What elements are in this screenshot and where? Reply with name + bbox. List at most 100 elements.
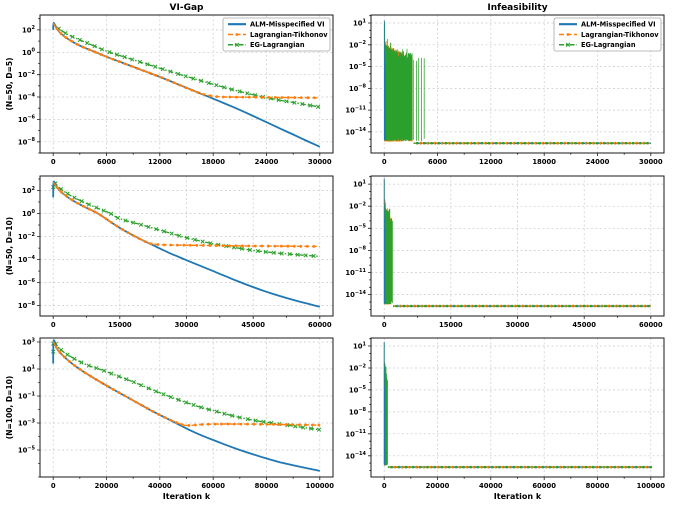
marker-dot bbox=[76, 201, 79, 205]
y-tick-label: 10−5 bbox=[18, 445, 36, 454]
marker-dot bbox=[117, 60, 121, 63]
marker-x bbox=[300, 101, 305, 107]
marker-dot bbox=[87, 207, 91, 211]
subplot-vi-gap-n100-d10: 0 20000 40000 60000 80000 100000 103 101 10−1 10−… bbox=[5, 337, 334, 501]
subplot-vi-gap-n50-d10: 0 15000 30000 45000 6000010210010−210−410−61… bbox=[5, 175, 334, 329]
marker-x bbox=[311, 253, 316, 259]
y-tick-label: 101 bbox=[353, 179, 366, 188]
marker-square bbox=[563, 465, 566, 469]
marker-square bbox=[404, 465, 408, 469]
marker-x bbox=[85, 40, 90, 46]
marker-square bbox=[440, 465, 444, 469]
marker-square bbox=[459, 141, 462, 145]
marker-dot bbox=[221, 95, 225, 99]
marker-x bbox=[92, 44, 97, 49]
marker-square bbox=[639, 141, 642, 145]
x-tick-label: 30000 bbox=[639, 158, 663, 166]
x-tick-label: 60000 bbox=[201, 482, 225, 490]
marker-x bbox=[77, 37, 83, 43]
marker-dot bbox=[305, 244, 309, 248]
marker-dot bbox=[134, 400, 138, 404]
marker-x bbox=[308, 426, 314, 431]
marker-dot bbox=[293, 96, 297, 99]
marker-dot bbox=[202, 93, 206, 96]
marker-x bbox=[138, 222, 144, 227]
marker-square bbox=[437, 141, 440, 145]
marker-square bbox=[512, 465, 516, 469]
marker-square bbox=[568, 304, 571, 308]
marker-x bbox=[122, 54, 127, 60]
marker-dot bbox=[160, 76, 164, 80]
marker-dot bbox=[81, 204, 85, 208]
marker-x bbox=[198, 78, 204, 83]
marker-x bbox=[153, 389, 159, 394]
y-tick-label: 10−14 bbox=[345, 127, 366, 136]
marker-x bbox=[123, 218, 128, 223]
marker-x bbox=[237, 89, 242, 94]
series-alm-misspecified-vi-spiky bbox=[383, 20, 386, 141]
marker-dot bbox=[87, 48, 91, 51]
marker-dot bbox=[194, 423, 197, 427]
marker-dot bbox=[258, 422, 262, 426]
marker-dot bbox=[83, 371, 87, 375]
marker-square bbox=[552, 141, 556, 145]
marker-dot bbox=[227, 244, 231, 248]
marker-x bbox=[292, 100, 297, 105]
marker-dot bbox=[149, 242, 153, 246]
marker-dot bbox=[239, 422, 243, 426]
legend: ALM-Misspecified VI Lagrangian-Tikhonov EG… bbox=[553, 17, 662, 52]
marker-x bbox=[237, 415, 243, 420]
series-lagrangian-tikhonov-curve bbox=[52, 181, 320, 248]
legend-label: EG-Lagrangian bbox=[250, 41, 305, 49]
marker-dot bbox=[280, 96, 284, 99]
subplot-infeasibility-n100-d10: 0 20000 40000 60000 80000 10000010110−210−510… bbox=[345, 337, 666, 501]
marker-square bbox=[460, 304, 463, 308]
marker-dot bbox=[221, 244, 225, 248]
marker-square bbox=[525, 304, 528, 308]
marker-x bbox=[86, 202, 92, 207]
grid-lines bbox=[40, 338, 333, 477]
marker-dot bbox=[304, 423, 308, 427]
x-tick-label: 80000 bbox=[586, 482, 610, 490]
marker-square bbox=[496, 304, 499, 308]
marker-square bbox=[438, 304, 442, 308]
x-tick-label: 30000 bbox=[506, 321, 530, 329]
marker-dot bbox=[157, 413, 161, 416]
marker-square bbox=[642, 465, 645, 469]
marker-x bbox=[99, 47, 105, 52]
marker-dot bbox=[317, 423, 321, 427]
marker-x bbox=[200, 239, 205, 244]
marker-x bbox=[229, 413, 235, 418]
grid-lines bbox=[371, 338, 664, 477]
series-alm-misspecified-vi-spiky bbox=[383, 341, 386, 466]
marker-x bbox=[234, 42, 240, 47]
x-tick-label: 15000 bbox=[108, 321, 132, 329]
marker-x bbox=[161, 392, 166, 397]
marker-dot bbox=[75, 42, 79, 46]
marker-dot bbox=[190, 88, 194, 92]
marker-x bbox=[303, 253, 308, 258]
marker-x bbox=[79, 199, 84, 204]
marker-dot bbox=[111, 57, 115, 61]
marker-dot bbox=[286, 96, 290, 99]
marker-x bbox=[255, 248, 260, 254]
marker-square bbox=[603, 141, 606, 145]
marker-dot bbox=[253, 244, 257, 248]
marker-x bbox=[145, 62, 150, 67]
marker-x bbox=[86, 363, 91, 368]
marker-square bbox=[555, 465, 559, 469]
marker-square bbox=[466, 141, 469, 145]
subplot-title: VI-Gap bbox=[170, 3, 205, 13]
marker-square bbox=[480, 141, 484, 145]
series-eg-lagrangian-flat bbox=[413, 141, 651, 145]
x-tick-label: 100000 bbox=[637, 482, 666, 490]
marker-square bbox=[487, 141, 491, 145]
marker-square bbox=[469, 465, 472, 469]
marker-dot bbox=[273, 244, 277, 248]
marker-x bbox=[168, 69, 173, 74]
marker-dot bbox=[265, 422, 269, 426]
marker-x bbox=[308, 103, 313, 108]
marker-x bbox=[229, 87, 235, 92]
